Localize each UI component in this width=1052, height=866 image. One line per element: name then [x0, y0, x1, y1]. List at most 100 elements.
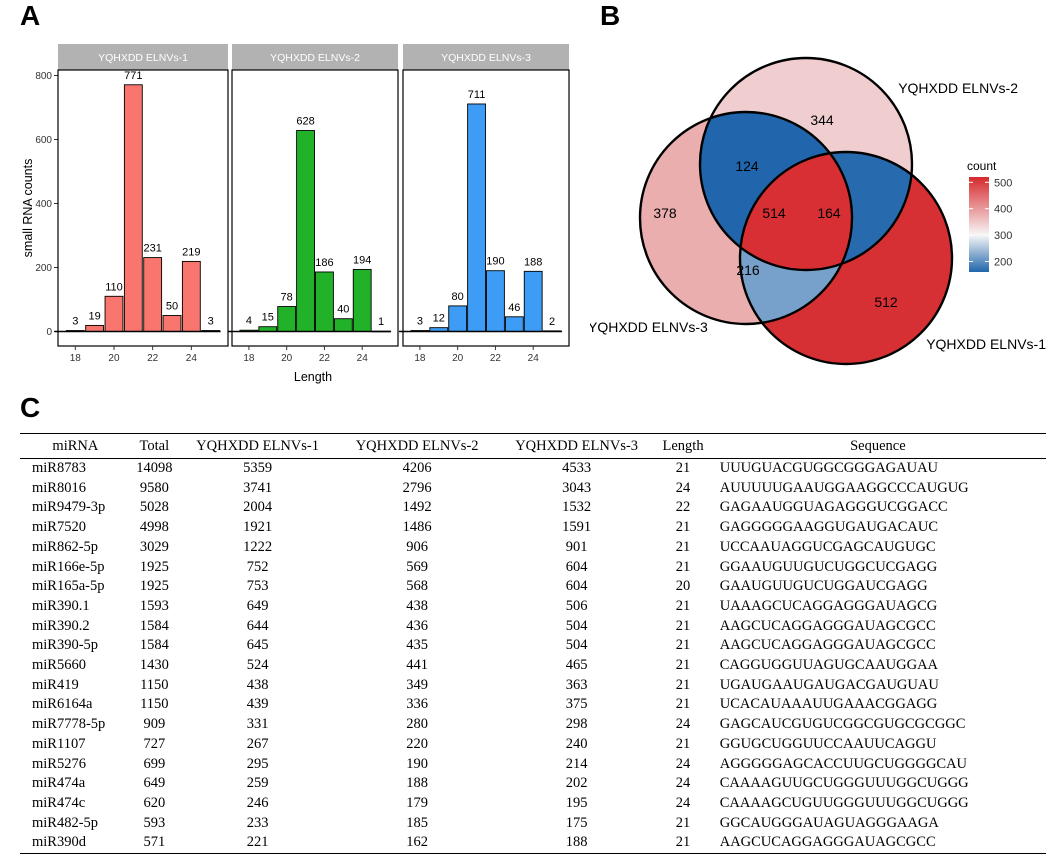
- cell-total: 1430: [139, 657, 169, 674]
- y-tick-label: 600: [35, 135, 52, 146]
- cell-total: 1593: [139, 597, 169, 614]
- y-tick-label: 400: [35, 199, 52, 210]
- bar: [277, 306, 297, 332]
- cell-elnvs-2: 162: [337, 833, 497, 855]
- cell-sequence: GGCAUGGGAUAGUAGGGAAGA: [719, 814, 939, 831]
- cell-length: 21: [675, 696, 691, 713]
- bar-value-label: 1: [378, 316, 384, 328]
- table-row: miR6164a 1150 439 336 375 21 UCACAUAAAUUGAAACG…: [20, 695, 1046, 715]
- cell-elnvs-3: 363: [565, 676, 588, 693]
- bar: [448, 305, 468, 332]
- bar: [162, 315, 182, 332]
- cell-sequence: GAGGGGGAAGGUGAUGACAUC: [719, 519, 939, 536]
- panel-label-c: C: [20, 392, 41, 423]
- cell-mirna: miR482-5p: [32, 814, 99, 831]
- cell-elnvs-3: 901: [565, 538, 588, 555]
- cell-total: 593: [143, 814, 166, 831]
- cell-elnvs-2: 280: [406, 716, 428, 733]
- cell-elnvs-2: 2796: [402, 479, 432, 496]
- cell-length: 21: [675, 676, 691, 693]
- bar: [104, 295, 124, 332]
- cell-mirna: miR166e-5p: [32, 558, 105, 575]
- table-row: miR8016 9580 3741 2796 3043 24 AUUUUUGAAUGGAAG…: [20, 479, 1046, 499]
- cell-elnvs-1: 5359: [243, 460, 273, 476]
- cell-mirna: miR6164a: [32, 696, 93, 713]
- facet-title: YQHXDD ELNVs-2: [270, 52, 360, 64]
- bar-value-label: 771: [124, 70, 142, 82]
- column-header-sequence: Sequence: [709, 433, 1046, 459]
- y-axis-label: small RNA counts: [21, 159, 35, 258]
- cell-elnvs-3: 1591: [562, 519, 592, 536]
- bar: [296, 130, 315, 332]
- panel-label-b: B: [600, 0, 621, 31]
- cell-mirna: miR9479-3p: [32, 499, 106, 516]
- venn-count-only-1: 512: [874, 294, 898, 310]
- x-tick-label: 20: [452, 353, 464, 364]
- cell-length: 20: [675, 578, 691, 595]
- x-tick-label: 20: [281, 353, 293, 364]
- cell-total: 9580: [139, 479, 169, 496]
- cell-elnvs-2: 906: [406, 538, 428, 555]
- bar: [181, 260, 201, 332]
- table-row: miR390d 571 221 162 188 21 AAGCUCAGGAGGGAUAGCG…: [20, 833, 1046, 855]
- cell-elnvs-1: 1222: [243, 538, 273, 555]
- cell-mirna: miR7778-5p: [32, 716, 106, 733]
- cell-sequence: GAAUGUUGUCUGGAUCGAGG: [719, 578, 928, 595]
- venn-count-1-2: 164: [817, 205, 841, 221]
- cell-mirna: miR165a-5p: [32, 578, 105, 595]
- cell-elnvs-2: 1492: [402, 499, 432, 516]
- cell-length: 21: [675, 538, 691, 555]
- cell-length: 21: [675, 814, 691, 831]
- cell-total: 620: [143, 794, 166, 811]
- bar: [352, 268, 372, 332]
- cell-elnvs-3: 604: [565, 558, 588, 575]
- venn-count-2-3: 124: [735, 158, 759, 174]
- cell-total: 1584: [139, 637, 169, 654]
- facet-panel: [231, 69, 399, 347]
- cell-total: 1150: [140, 676, 169, 693]
- table-row: miR482-5p 593 233 185 175 21 GGCAUGGGAUAGUAGGG…: [20, 814, 1046, 834]
- bar-value-label: 219: [182, 246, 200, 258]
- cell-elnvs-1: 331: [246, 716, 269, 733]
- cell-sequence: AUUUUUGAAUGGAAGGCCCAUGUG: [719, 479, 969, 496]
- bar-value-label: 186: [315, 257, 333, 269]
- legend-colorbar: [969, 177, 989, 272]
- column-header-elnvs-1: YQHXDD ELNVs-1: [177, 433, 338, 459]
- bar-value-label: 231: [143, 243, 161, 255]
- cell-elnvs-3: 506: [565, 597, 588, 614]
- bar: [85, 324, 105, 332]
- cell-elnvs-2: 438: [406, 597, 428, 614]
- venn-count-1-2-3: 514: [762, 205, 786, 221]
- cell-sequence: CAAAAGUUGCUGGGUUUGGCUGGG: [719, 775, 969, 792]
- table-row: miR8783 14098 5359 4206 4533 21 UUUGUACGUGGCGG…: [20, 459, 1046, 479]
- bar-value-label: 3: [72, 316, 78, 328]
- x-tick-label: 22: [319, 353, 331, 364]
- x-tick-label: 18: [414, 353, 426, 364]
- table-body: miR8783 14098 5359 4206 4533 21 UUUGUACGUGGCGG…: [20, 459, 1046, 855]
- cell-elnvs-1: 1921: [243, 519, 273, 536]
- bar-value-label: 711: [468, 89, 486, 101]
- cell-length: 24: [675, 479, 691, 496]
- cell-elnvs-2: 179: [406, 794, 428, 811]
- cell-sequence: UUUGUACGUGGCGGGAGAUAU: [719, 460, 939, 476]
- cell-elnvs-3: 298: [565, 716, 588, 733]
- table-row: miR9479-3p 5028 2004 1492 1532 22 GAGAAUGGUAGA…: [20, 498, 1046, 518]
- facet-title: YQHXDD ELNVs-1: [98, 52, 188, 64]
- venn-count-only-3: 378: [653, 205, 677, 221]
- cell-length: 24: [675, 775, 691, 792]
- cell-elnvs-1: 649: [246, 597, 269, 614]
- cell-elnvs-1: 246: [246, 794, 269, 811]
- cell-mirna: miR390d: [20, 833, 131, 855]
- cell-length: 24: [675, 755, 691, 772]
- bar-value-label: 19: [89, 310, 101, 322]
- x-tick-label: 22: [147, 353, 159, 364]
- cell-elnvs-1: 221: [177, 833, 338, 855]
- cell-sequence: AAGCUCAGGAGGGAUAGCGCC: [709, 833, 1046, 855]
- venn-set-label-3: YQHXDD ELNVs-3: [590, 319, 708, 335]
- y-tick-label: 800: [35, 71, 52, 82]
- cell-elnvs-3: 465: [565, 657, 588, 674]
- cell-length: 21: [675, 735, 691, 752]
- facet-panel: [57, 69, 229, 347]
- cell-elnvs-1: 524: [246, 657, 269, 674]
- cell-length: 21: [675, 460, 691, 476]
